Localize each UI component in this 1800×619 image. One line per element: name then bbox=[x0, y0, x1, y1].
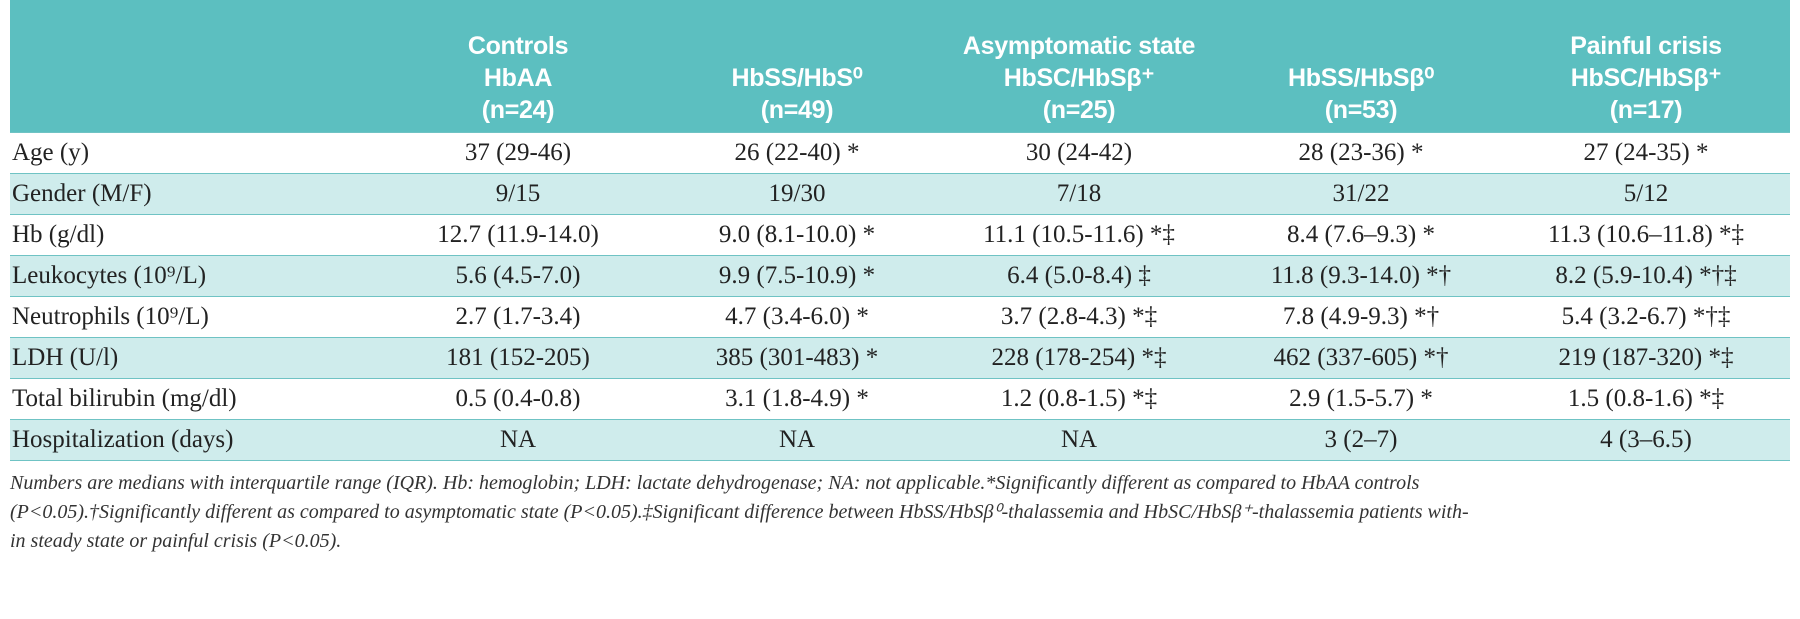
row-label: LDH (U/l) bbox=[10, 336, 380, 378]
header-line: Controls bbox=[467, 31, 569, 60]
footnote-line: in steady state or painful crisis (P<0.0… bbox=[10, 529, 342, 552]
header-cell-controls-hbaa: Controls HbAA (n=24) bbox=[380, 0, 656, 132]
table-row: LDH (U/l) 181 (152-205) 385 (301-483) * … bbox=[10, 336, 1790, 378]
header-line: HbSC/HbSβ⁺ bbox=[1003, 63, 1155, 92]
header-cell-label bbox=[10, 0, 380, 132]
table-cell: 28 (23-36) * bbox=[1220, 131, 1502, 173]
header-row: Controls HbAA (n=24) HbSS/HbS⁰ (n=49) As… bbox=[10, 0, 1790, 132]
table-cell: 5.4 (3.2-6.7) *†‡ bbox=[1502, 295, 1790, 337]
table-cell: 37 (29-46) bbox=[380, 131, 656, 173]
row-label: Total bilirubin (mg/dl) bbox=[10, 377, 380, 419]
header-line: HbSS/HbSβ⁰ bbox=[1288, 63, 1434, 92]
header-line bbox=[656, 30, 938, 62]
table-cell: 11.1 (10.5-11.6) *‡ bbox=[938, 213, 1220, 255]
data-table: Controls HbAA (n=24) HbSS/HbS⁰ (n=49) As… bbox=[10, 0, 1790, 461]
table-cell: 26 (22-40) * bbox=[656, 131, 938, 173]
table-cell: 7/18 bbox=[938, 172, 1220, 214]
row-label: Gender (M/F) bbox=[10, 172, 380, 214]
table-cell: 181 (152-205) bbox=[380, 336, 656, 378]
header-line: Asymptomatic state bbox=[962, 31, 1196, 60]
table-cell: 12.7 (11.9-14.0) bbox=[380, 213, 656, 255]
table-cell: 3.1 (1.8-4.9) * bbox=[656, 377, 938, 419]
table-cell: 9/15 bbox=[380, 172, 656, 214]
header-cell-asym-hbsc: Asymptomatic state HbSC/HbSβ⁺ (n=25) bbox=[938, 0, 1220, 132]
header-line: (n=24) bbox=[481, 95, 555, 124]
header-line: (n=17) bbox=[1609, 95, 1683, 124]
table-cell: 31/22 bbox=[1220, 172, 1502, 214]
header-line: HbSS/HbS⁰ bbox=[731, 63, 863, 92]
table-cell: 30 (24-42) bbox=[938, 131, 1220, 173]
footnote-line: Numbers are medians with interquartile r… bbox=[10, 471, 1420, 494]
table-cell: NA bbox=[380, 418, 656, 461]
header-line: (n=49) bbox=[760, 95, 834, 124]
table-container: Controls HbAA (n=24) HbSS/HbS⁰ (n=49) As… bbox=[10, 0, 1790, 556]
row-label: Leukocytes (10⁹/L) bbox=[10, 254, 380, 296]
table-cell: 4.7 (3.4-6.0) * bbox=[656, 295, 938, 337]
table-cell: 19/30 bbox=[656, 172, 938, 214]
table-row: Hb (g/dl) 12.7 (11.9-14.0) 9.0 (8.1-10.0… bbox=[10, 213, 1790, 255]
table-cell: NA bbox=[938, 418, 1220, 461]
header-line: HbSC/HbSβ⁺ bbox=[1570, 63, 1722, 92]
row-label: Neutrophils (10⁹/L) bbox=[10, 295, 380, 337]
table-cell: 8.4 (7.6–9.3) * bbox=[1220, 213, 1502, 255]
table-row: Neutrophils (10⁹/L) 2.7 (1.7-3.4) 4.7 (3… bbox=[10, 295, 1790, 337]
table-cell: 228 (178-254) *‡ bbox=[938, 336, 1220, 378]
table-cell: 3 (2–7) bbox=[1220, 418, 1502, 461]
table-cell: 27 (24-35) * bbox=[1502, 131, 1790, 173]
table-cell: 5/12 bbox=[1502, 172, 1790, 214]
table-cell: 9.9 (7.5-10.9) * bbox=[656, 254, 938, 296]
table-cell: 1.5 (0.8-1.6) *‡ bbox=[1502, 377, 1790, 419]
header-line bbox=[1220, 30, 1502, 62]
table-cell: 219 (187-320) *‡ bbox=[1502, 336, 1790, 378]
table-body: Age (y) 37 (29-46) 26 (22-40) * 30 (24-4… bbox=[10, 131, 1790, 461]
table-row: Age (y) 37 (29-46) 26 (22-40) * 30 (24-4… bbox=[10, 131, 1790, 173]
table-cell: 4 (3–6.5) bbox=[1502, 418, 1790, 461]
table-header: Controls HbAA (n=24) HbSS/HbS⁰ (n=49) As… bbox=[10, 0, 1790, 132]
header-cell-asym-hbss: HbSS/HbS⁰ (n=49) bbox=[656, 0, 938, 132]
header-line: (n=53) bbox=[1324, 95, 1398, 124]
header-cell-crisis-hbss: HbSS/HbSβ⁰ (n=53) bbox=[1220, 0, 1502, 132]
header-cell-crisis-hbsc: Painful crisis HbSC/HbSβ⁺ (n=17) bbox=[1502, 0, 1790, 132]
table-cell: 2.7 (1.7-3.4) bbox=[380, 295, 656, 337]
table-cell: 11.8 (9.3-14.0) *† bbox=[1220, 254, 1502, 296]
row-label: Hb (g/dl) bbox=[10, 213, 380, 255]
table-cell: 1.2 (0.8-1.5) *‡ bbox=[938, 377, 1220, 419]
table-cell: 385 (301-483) * bbox=[656, 336, 938, 378]
row-label: Age (y) bbox=[10, 131, 380, 173]
header-line: HbAA bbox=[483, 63, 553, 92]
table-cell: 462 (337-605) *† bbox=[1220, 336, 1502, 378]
table-cell: 8.2 (5.9-10.4) *†‡ bbox=[1502, 254, 1790, 296]
table-cell: 9.0 (8.1-10.0) * bbox=[656, 213, 938, 255]
table-cell: 2.9 (1.5-5.7) * bbox=[1220, 377, 1502, 419]
table-cell: 7.8 (4.9-9.3) *† bbox=[1220, 295, 1502, 337]
table-cell: 5.6 (4.5-7.0) bbox=[380, 254, 656, 296]
table-cell: 11.3 (10.6–11.8) *‡ bbox=[1502, 213, 1790, 255]
table-cell: 6.4 (5.0-8.4) ‡ bbox=[938, 254, 1220, 296]
row-label: Hospitalization (days) bbox=[10, 418, 380, 461]
table-cell: NA bbox=[656, 418, 938, 461]
header-line: (n=25) bbox=[1042, 95, 1116, 124]
table-row: Hospitalization (days) NA NA NA 3 (2–7) … bbox=[10, 418, 1790, 461]
table-row: Leukocytes (10⁹/L) 5.6 (4.5-7.0) 9.9 (7.… bbox=[10, 254, 1790, 296]
table-cell: 3.7 (2.8-4.3) *‡ bbox=[938, 295, 1220, 337]
header-line: Painful crisis bbox=[1570, 31, 1722, 60]
table-row: Total bilirubin (mg/dl) 0.5 (0.4-0.8) 3.… bbox=[10, 377, 1790, 419]
table-footnote: Numbers are medians with interquartile r… bbox=[10, 469, 1790, 556]
table-cell: 0.5 (0.4-0.8) bbox=[380, 377, 656, 419]
footnote-line: (P<0.05).†Significantly different as com… bbox=[10, 500, 1469, 523]
table-row: Gender (M/F) 9/15 19/30 7/18 31/22 5/12 bbox=[10, 172, 1790, 214]
